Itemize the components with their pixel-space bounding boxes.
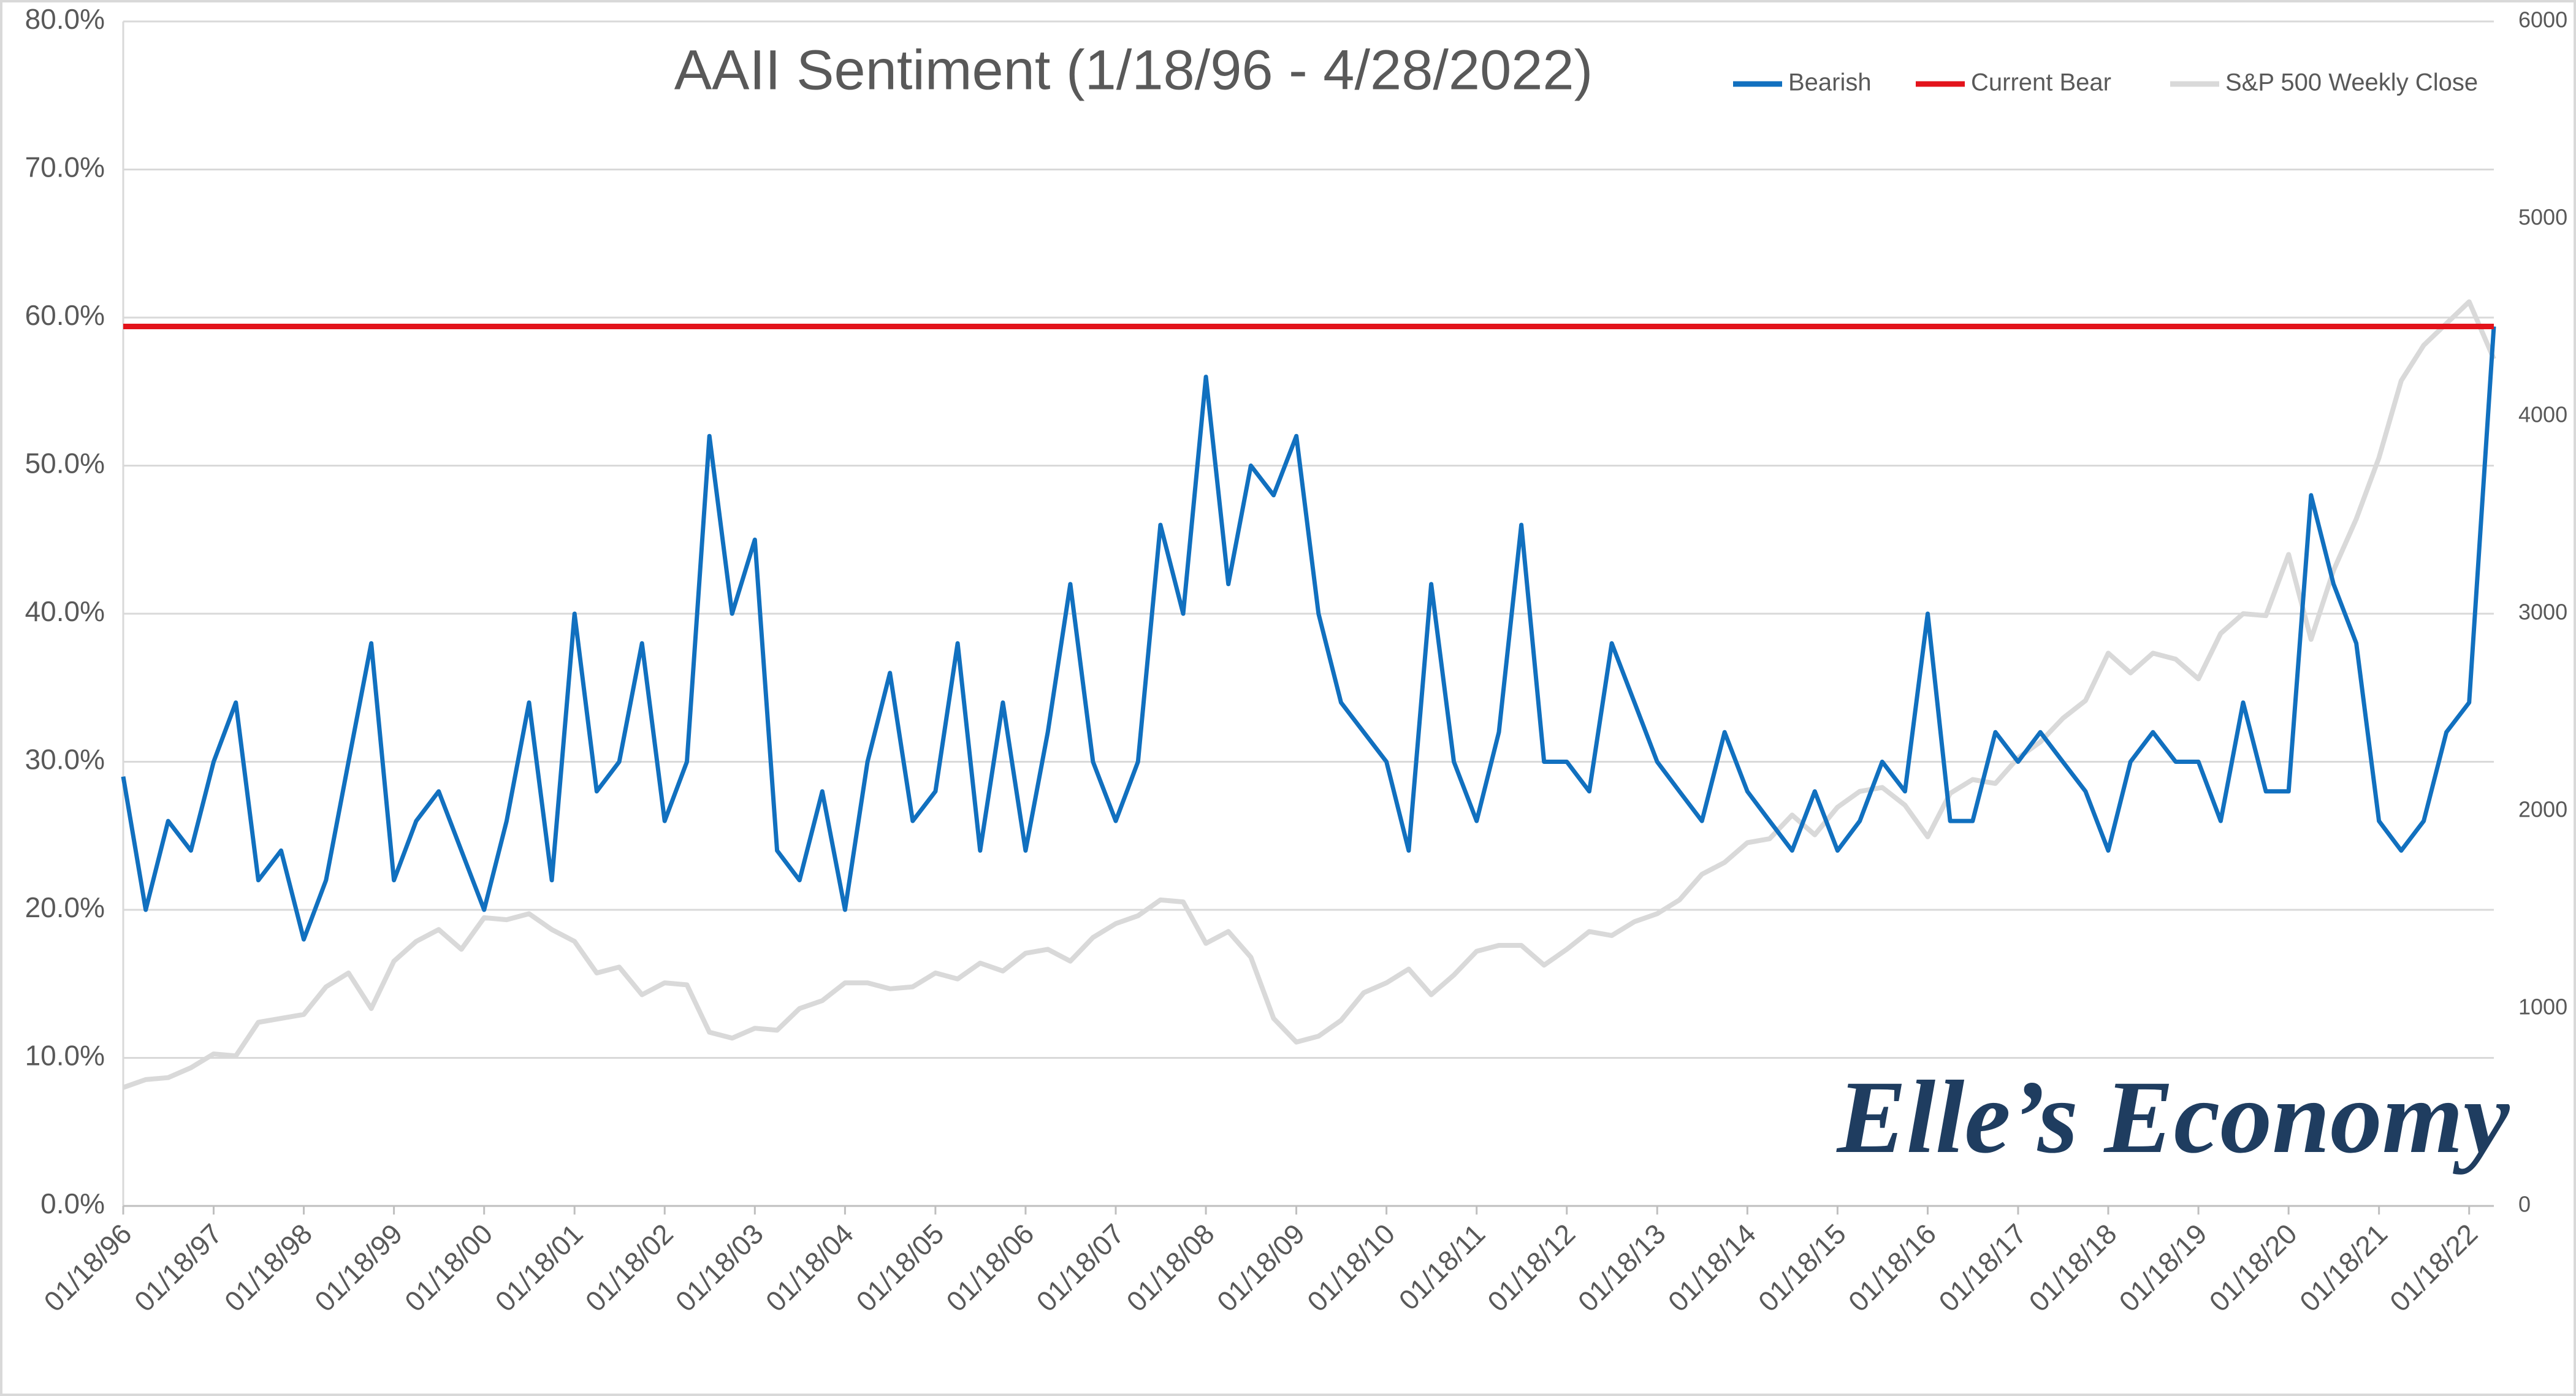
y-tick-label: 50.0%: [25, 448, 105, 479]
y-tick-label: 60.0%: [25, 299, 105, 331]
legend-label: Bearish: [1788, 69, 1872, 96]
y2-tick-label: 2000: [2518, 797, 2567, 822]
y-tick-label: 10.0%: [25, 1040, 105, 1072]
line-series: [121, 326, 2496, 942]
y2-tick-label: 4000: [2518, 402, 2567, 427]
y2-tick-label: 3000: [2518, 600, 2567, 625]
y2-tick-label: 1000: [2518, 994, 2567, 1020]
y-tick-label: 40.0%: [25, 595, 105, 627]
watermark: Elle’s Economy: [1835, 1059, 2510, 1175]
legend-label: Current Bear: [1971, 69, 2111, 96]
y-tick-label: 80.0%: [25, 3, 105, 35]
y-tick-label: 30.0%: [25, 744, 105, 776]
legend-label: S&P 500 Weekly Close: [2225, 69, 2478, 96]
line-series: [122, 299, 2496, 1090]
y2-tick-label: 6000: [2518, 7, 2567, 32]
chart-title: AAII Sentiment (1/18/96 - 4/28/2022): [674, 39, 1593, 101]
y2-tick-label: 0: [2518, 1192, 2531, 1217]
y-tick-label: 0.0%: [40, 1188, 105, 1219]
y-tick-label: 20.0%: [25, 891, 105, 923]
y2-tick-label: 5000: [2518, 205, 2567, 230]
y-tick-label: 70.0%: [25, 151, 105, 183]
